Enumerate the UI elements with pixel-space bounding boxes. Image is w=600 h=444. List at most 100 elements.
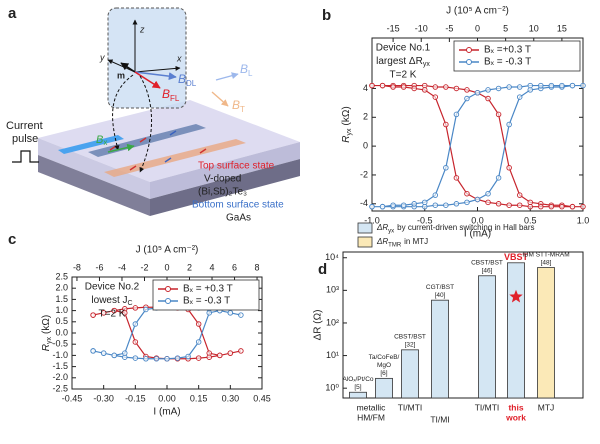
y-tick-label: 0 — [363, 141, 368, 151]
data-point — [174, 355, 181, 361]
data-point — [506, 164, 512, 171]
data-point — [100, 310, 107, 316]
legend-main: ΔR — [376, 223, 388, 232]
bottom-surface-band — [104, 139, 246, 177]
data-point — [453, 201, 460, 207]
field-path — [112, 74, 134, 151]
slab-top — [38, 100, 300, 182]
b-t-label: BT — [232, 98, 245, 114]
y-title-main: R — [41, 344, 52, 351]
bar-label: CBST/BST — [471, 259, 503, 266]
current-label: pulse — [12, 133, 38, 145]
x2-tick-label: 0 — [164, 262, 169, 272]
bar — [349, 391, 367, 399]
group-label: HM/FM — [357, 412, 385, 422]
bar — [478, 275, 496, 399]
bar-label: AlOₓ/Pt/Co — [342, 376, 373, 383]
bx-main: B — [96, 134, 103, 146]
data-point — [474, 196, 481, 203]
annotation: lowest JC — [91, 295, 132, 307]
data-point — [411, 85, 417, 92]
spin-arrow — [169, 130, 177, 136]
legend-label: ΔRTMR in MTJ — [376, 237, 428, 248]
data-point — [559, 203, 565, 210]
substrate-label: GaAs — [226, 213, 251, 224]
group-label: TI/MI — [430, 414, 449, 424]
legend-marker — [466, 59, 472, 65]
data-point — [238, 312, 244, 318]
legend-swatch — [357, 236, 373, 248]
x-tick-label: 1.0 — [577, 215, 590, 225]
data-point — [580, 82, 586, 89]
series-line — [372, 84, 583, 208]
data-point — [453, 85, 460, 92]
group-label: this — [508, 402, 523, 412]
y-tick-label: 10⁴ — [325, 252, 339, 262]
bar — [507, 262, 525, 399]
x2-tick-label: -8 — [73, 262, 81, 272]
data-point — [400, 202, 407, 208]
legend-label: Bₓ = +0.3 T — [183, 284, 233, 295]
y-title-sub: yx — [46, 336, 53, 344]
data-point — [143, 356, 149, 362]
group-label: work — [505, 412, 526, 422]
data-point — [238, 348, 244, 354]
b-t-sub: T — [240, 105, 245, 114]
x2-tick-label: 4 — [210, 262, 215, 272]
annotation-sub: yx — [423, 61, 431, 68]
v-doped-label: V-doped — [204, 174, 241, 185]
bar-label: [6] — [380, 370, 387, 377]
b-l-label: BL — [240, 62, 253, 78]
b-dl-label: BDL — [178, 72, 197, 88]
plot-frame — [342, 251, 584, 399]
panel-label: c — [8, 231, 16, 248]
bar-label: [40] — [435, 292, 446, 299]
data-point — [495, 201, 502, 207]
gaas-right — [150, 159, 300, 216]
panel-label: d — [318, 261, 327, 278]
data-point — [559, 82, 565, 89]
data-point — [379, 203, 386, 210]
data-point — [111, 307, 117, 314]
y-tick-label: 0.0 — [55, 327, 68, 337]
data-point — [548, 203, 555, 210]
legend-label: ΔRyx by current-driven switching in Hall … — [376, 223, 535, 234]
data-point — [195, 355, 202, 361]
b-l-vector — [215, 72, 239, 81]
data-point — [122, 350, 128, 356]
annotation: T=2 K — [99, 309, 126, 320]
legend-box — [453, 40, 581, 72]
data-point — [485, 95, 491, 102]
b-l-sub: L — [248, 69, 253, 78]
y-tick-label: 1.5 — [55, 294, 68, 304]
y-tick-label: 10⁰ — [325, 383, 339, 393]
data-point — [485, 199, 491, 206]
bottom-surface-label: Bottom surface state — [192, 200, 284, 211]
x-tick-label: 0.45 — [253, 393, 271, 403]
legend-marker — [165, 298, 171, 304]
x-tick-label: -0.5 — [417, 215, 433, 225]
data-point — [569, 203, 576, 210]
y-title-unit: (kΩ) — [341, 106, 352, 125]
data-point — [90, 348, 96, 354]
data-point — [516, 202, 523, 208]
legend-rest: in MTJ — [404, 237, 428, 246]
x-tick-label: -0.45 — [62, 393, 83, 403]
x2-tick-label: -10 — [415, 23, 428, 33]
x-tick-label: -1.0 — [364, 215, 380, 225]
data-point — [506, 202, 512, 208]
y-axis-title: ΔR (Ω) — [313, 310, 324, 341]
data-point — [100, 350, 107, 356]
spin-arrows — [109, 130, 207, 171]
y-axis-title: Ryx (kΩ) — [341, 106, 353, 142]
data-point — [527, 203, 534, 210]
x2-axis-title: J (10⁵ A cm⁻²) — [136, 245, 199, 256]
annotation: Device No.2 — [85, 282, 140, 293]
x2-tick-label: -5 — [445, 23, 453, 33]
top-surface-label: Top surface state — [198, 161, 275, 172]
legend-swatch — [357, 222, 373, 234]
annotation-main: largest ΔR — [376, 56, 423, 67]
data-point — [443, 164, 449, 171]
annotation: largest ΔRyx — [376, 56, 430, 68]
